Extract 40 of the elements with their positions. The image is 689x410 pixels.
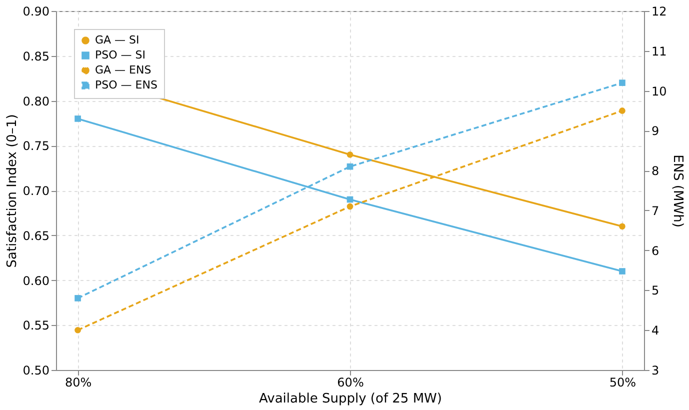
- y2-axis-title: ENS (MWh): [670, 154, 685, 228]
- y2-tick-label: 4: [652, 324, 660, 338]
- point: [74, 295, 81, 302]
- y-tick-label: 0.85: [22, 49, 50, 64]
- legend-label: PSO — ENS: [95, 78, 158, 92]
- y2-tick-label: 12: [652, 4, 667, 18]
- point: [346, 203, 354, 210]
- y2-tick-label: 9: [652, 124, 660, 138]
- y-tick-label: 0.65: [22, 228, 50, 243]
- point: [619, 223, 626, 230]
- y-tick-label: 0.75: [22, 139, 50, 154]
- y-tick-label: 0.60: [22, 274, 50, 288]
- y2-tick-label: 8: [652, 164, 660, 178]
- y2-tick-label: 7: [652, 204, 660, 218]
- y-tick-label: 0.90: [22, 4, 50, 18]
- point: [346, 163, 354, 170]
- legend-label: GA — ENS: [95, 64, 152, 76]
- y2-tick-label: 11: [652, 44, 667, 58]
- y-axis-title: Satisfaction Index (0–1): [4, 114, 20, 268]
- x-tick-label: 50%: [609, 376, 636, 390]
- point: [74, 116, 81, 122]
- point: [346, 151, 354, 158]
- x-tick-label: 60%: [337, 376, 364, 390]
- y-tick-label: 0.80: [22, 94, 50, 108]
- point: [346, 196, 354, 203]
- x-axis-title: Available Supply (of 25 MW): [259, 392, 442, 406]
- y2-tick-label: 10: [652, 84, 667, 98]
- legend-label: GA — SI: [95, 34, 140, 46]
- y-tick-label: 0.55: [22, 318, 50, 333]
- y2-tick-label: 5: [652, 284, 660, 298]
- point: [74, 326, 81, 334]
- point: [619, 80, 626, 86]
- point: [619, 108, 626, 114]
- point: [619, 268, 626, 274]
- y-tick-label: 0.70: [22, 184, 50, 198]
- y2-tick-label: 3: [652, 364, 660, 378]
- y-tick-label: 0.50: [22, 364, 50, 378]
- y2-tick-label: 6: [652, 244, 660, 258]
- legend-label: PSO — SI: [95, 48, 146, 62]
- x-tick-label: 80%: [64, 376, 92, 390]
